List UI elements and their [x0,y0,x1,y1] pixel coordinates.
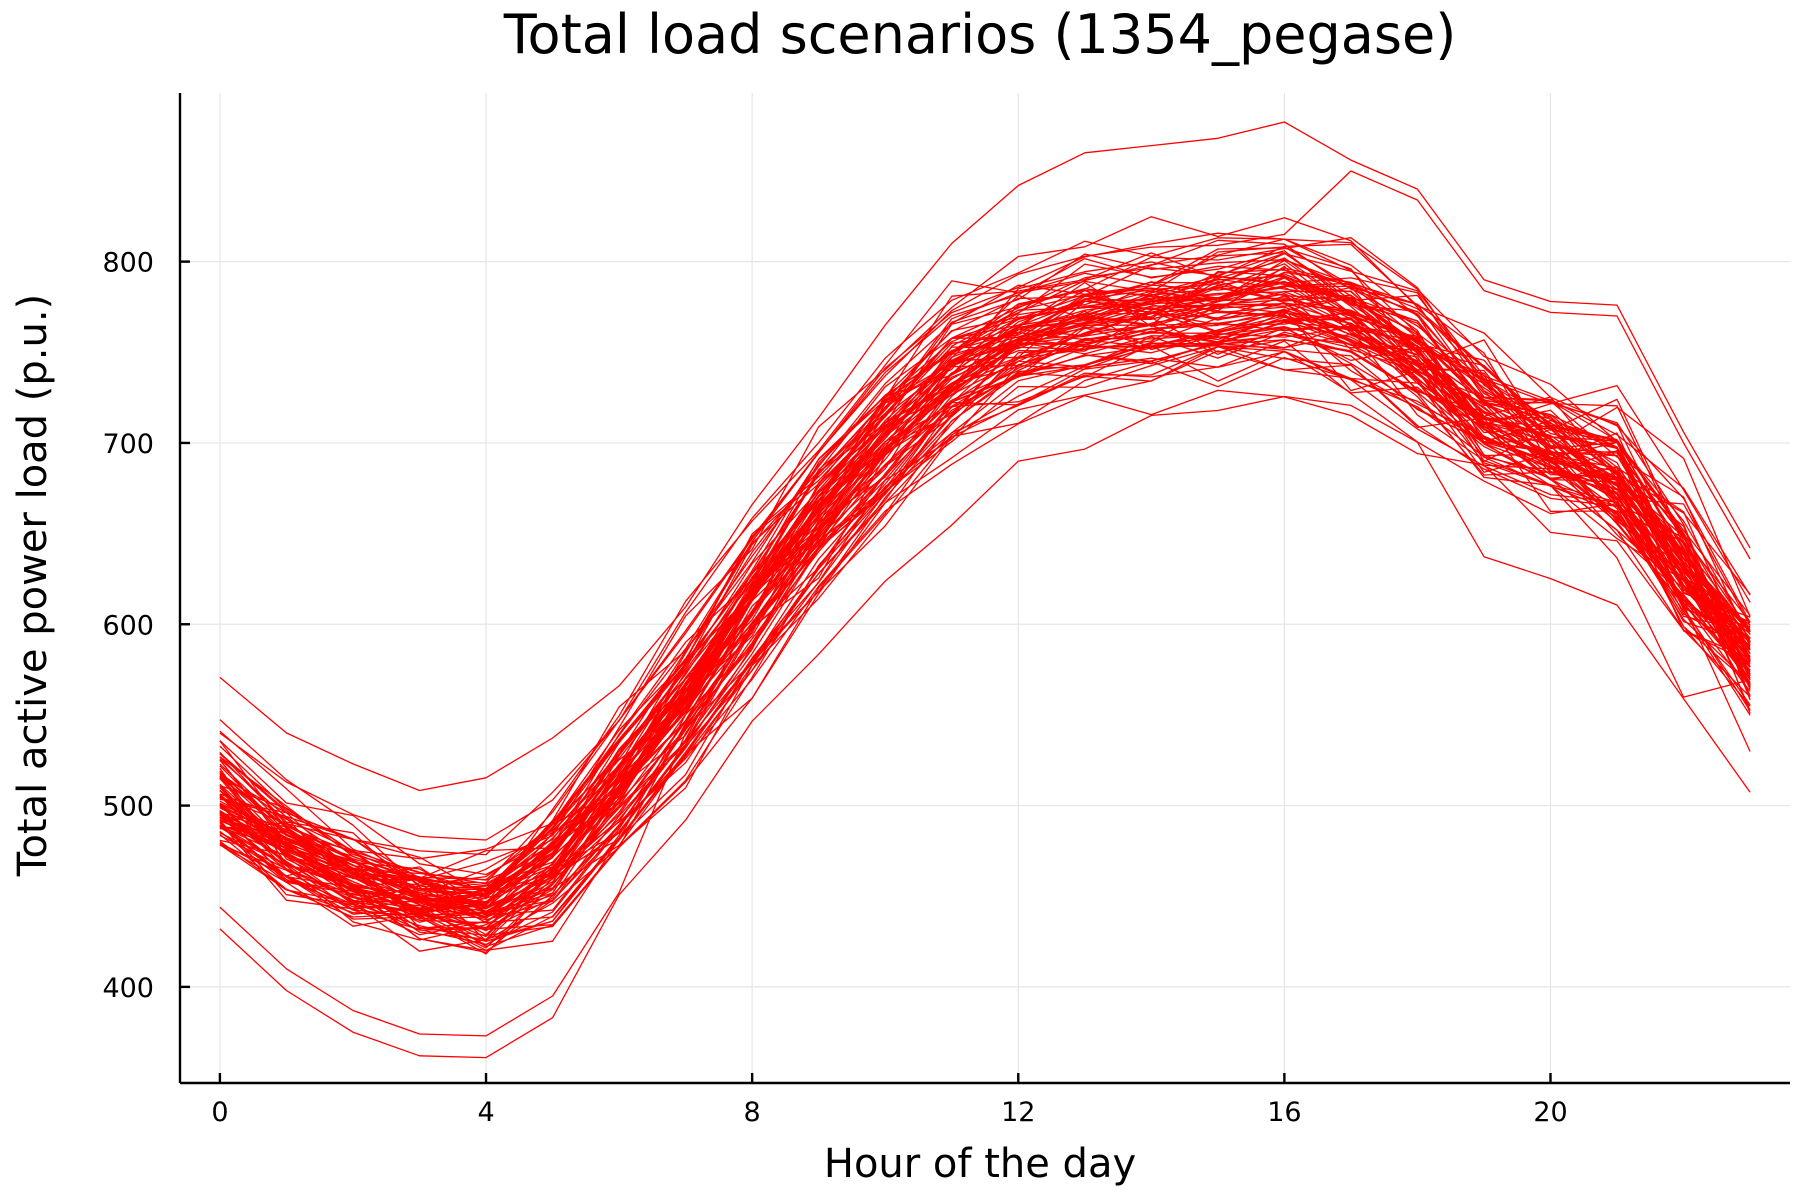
scenario-line [219,257,1751,914]
scenario-line [219,252,1751,886]
scenario-line [219,321,1751,952]
scenario-line [219,275,1751,929]
scenario-line [219,263,1751,912]
y-axis-label: Total active power load (p.u.) [10,294,56,877]
scenario-line [219,395,1751,1059]
scenario-line [219,322,1751,924]
scenario-line [219,291,1751,887]
scenario-line [219,243,1751,904]
scenario-line [219,310,1751,909]
scenario-line [219,350,1751,937]
scenario-line [219,237,1751,881]
scenario-line [219,282,1751,909]
scenario-line [219,257,1751,910]
axes [178,93,1790,1085]
scenario-line [219,295,1751,930]
scenario-line [219,170,1751,841]
x-tick-label: 20 [1533,1097,1567,1128]
scenario-line [219,282,1751,896]
scenario-line [219,276,1751,918]
scenario-line [219,284,1751,930]
scenario-line [219,389,1751,954]
x-tick-label: 8 [744,1097,761,1128]
x-tick-label: 12 [1001,1097,1035,1128]
scenario-line [219,322,1751,946]
scenario-line [219,280,1751,901]
scenario-line [219,281,1751,898]
y-tick-label: 600 [102,610,154,641]
ticks: 0 4 8 12 16 20 400 500 600 700 800 [102,248,1567,1128]
scenario-line [219,303,1751,890]
scenario-line [219,326,1751,943]
scenario-line [219,278,1751,917]
y-tick-label: 400 [102,973,154,1004]
scenario-line [219,356,1751,924]
scenario-line [219,285,1751,904]
y-tick-label: 800 [102,248,154,279]
scenario-line [219,237,1751,856]
scenario-line [219,281,1751,913]
x-axis-label: Hour of the day [824,1141,1136,1187]
scenario-line [219,311,1751,916]
y-tick-label: 500 [102,792,154,823]
scenario-line [219,280,1751,952]
x-tick-label: 0 [211,1097,228,1128]
scenario-line [219,313,1751,941]
scenario-line [219,327,1751,916]
y-tick-label: 700 [102,429,154,460]
scenario-line [219,286,1751,921]
scenario-line [219,268,1751,913]
chart-title: Total load scenarios (1354_pegase) [503,3,1457,66]
scenario-line [219,253,1751,891]
x-tick-label: 16 [1267,1097,1301,1128]
scenario-line [219,232,1751,884]
scenario-line [219,238,1751,879]
scenario-lines [219,121,1751,1059]
scenario-line [219,277,1751,896]
scenario-line [219,252,1751,896]
scenario-line [219,121,1751,792]
x-tick-label: 4 [477,1097,494,1128]
scenario-line [219,286,1751,913]
scenario-line [219,250,1751,909]
